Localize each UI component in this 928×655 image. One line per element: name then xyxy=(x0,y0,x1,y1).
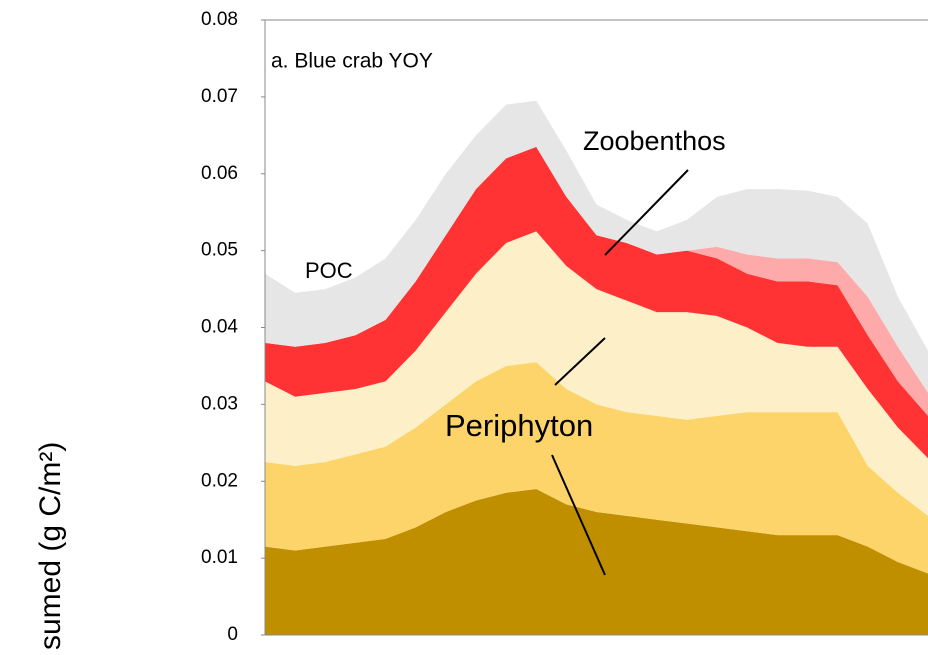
area xyxy=(265,146,928,459)
area xyxy=(265,100,928,393)
area xyxy=(265,146,928,416)
y-axis-label: sumed (g C/m²) xyxy=(34,442,67,650)
y-tick-label: 0.05 xyxy=(201,240,238,261)
annotation-line xyxy=(554,337,606,386)
annotation: POC xyxy=(305,258,353,283)
y-tick-label: 0.04 xyxy=(201,317,238,338)
y-tick-label: 0.06 xyxy=(201,163,238,184)
area xyxy=(265,488,928,635)
y-tick-label: 0.03 xyxy=(201,393,238,414)
annotation-line xyxy=(604,169,689,256)
chart-title: a. Blue crab YOY xyxy=(271,50,433,73)
y-tick-label: 0.02 xyxy=(201,470,238,491)
y-tick-label: 0.08 xyxy=(201,9,238,30)
area xyxy=(265,362,928,574)
y-tick-label: 0 xyxy=(227,624,238,645)
y-tick-label: 0.01 xyxy=(201,547,238,568)
annotation: Zoobenthos xyxy=(583,126,726,156)
y-tick-label: 0.07 xyxy=(201,86,238,107)
annotation: Periphyton xyxy=(445,408,593,443)
annotation-line xyxy=(551,454,606,576)
area xyxy=(265,231,928,516)
plot-areas xyxy=(265,100,928,635)
